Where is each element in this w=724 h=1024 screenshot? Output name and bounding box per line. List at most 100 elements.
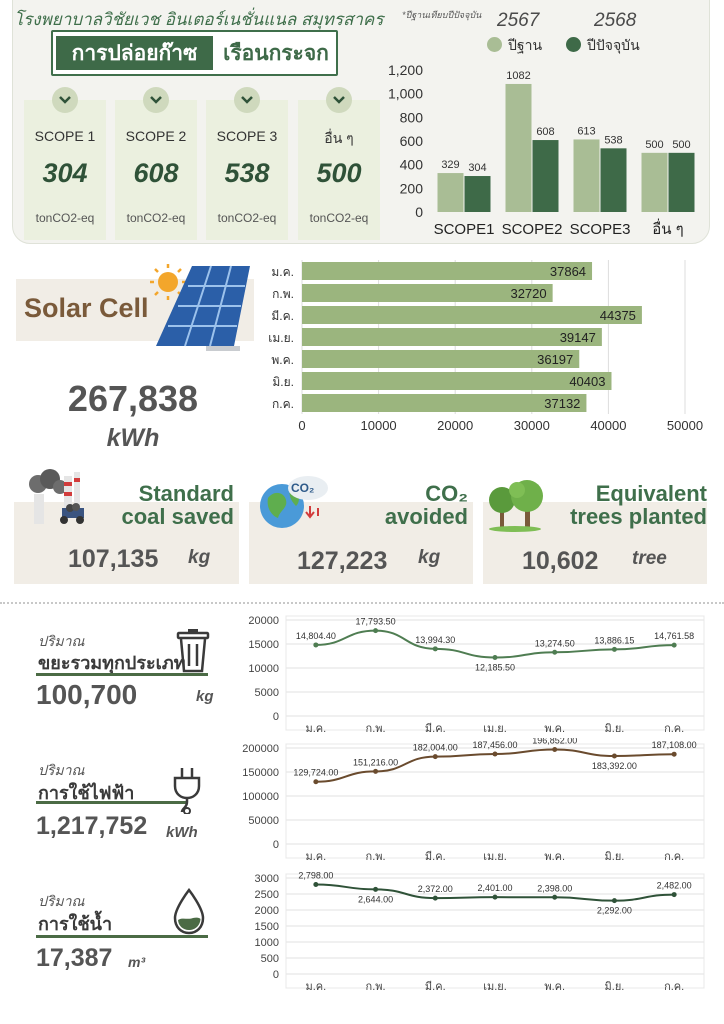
data-point: [611, 646, 617, 652]
scope-value: 304: [42, 158, 88, 188]
bar-value-label: 1082: [506, 70, 530, 82]
y-tick-label: 1500: [255, 921, 279, 933]
waste-value: 100,700: [36, 679, 138, 710]
chevron-down-icon[interactable]: [52, 87, 78, 113]
data-label: 17,793.50: [356, 617, 396, 627]
chevron-down-icon[interactable]: [326, 87, 352, 113]
data-label: 2,401.00: [477, 883, 512, 893]
x-tick-label: SCOPE1: [434, 221, 495, 238]
coal-title-line1: Standard: [138, 481, 234, 506]
legend-base-label: ปีฐาน: [508, 37, 543, 53]
scope-unit: tonCO2-eq: [35, 211, 95, 225]
y-tick-label: 3000: [255, 873, 279, 885]
data-point: [492, 894, 498, 900]
scope-unit: tonCO2-eq: [126, 211, 186, 225]
co2-icon-text: CO₂: [291, 481, 315, 495]
x-tick-label: เม.ย.: [483, 851, 507, 863]
electric-underline: [36, 801, 186, 804]
scope-card-2: SCOPE 2 608 tonCO2-eq: [115, 100, 197, 240]
x-tick-label: SCOPE2: [502, 221, 563, 238]
bar: [302, 394, 587, 412]
water-drop-icon: [173, 888, 205, 935]
y-tick-label: 0: [273, 711, 279, 723]
y-tick-label: 200: [400, 180, 424, 196]
x-tick-label: อื่น ๆ: [652, 218, 684, 238]
x-tick-label: มิ.ย.: [605, 723, 625, 735]
legend-current-swatch: [566, 37, 581, 52]
data-label: 14,804.40: [296, 631, 336, 641]
data-label: 2,644.00: [358, 894, 393, 904]
y-tick-label: 0: [415, 204, 423, 220]
data-label: 183,392.00: [592, 761, 637, 771]
trees-planted-card: [483, 502, 707, 584]
bar: [302, 372, 612, 390]
scope-name: อื่น ๆ: [324, 130, 354, 146]
data-label: 2,292.00: [597, 906, 632, 916]
co2-value: 127,223: [297, 547, 388, 575]
scope-unit: tonCO2-eq: [309, 211, 369, 225]
coal-saved-card: [14, 502, 239, 584]
y-tick-label: ก.ค.: [272, 397, 294, 411]
bar-value-label: 329: [441, 159, 459, 171]
bar: [505, 83, 532, 212]
solar-monthly-bar-chart: 0 10000 20000 30000 40000 50000 37864 ม.ค. 32720…: [268, 260, 703, 433]
hospital-name: โรงพยาบาลวิชัยเวช อินเตอร์เนชั่นแนล สมุท…: [14, 10, 384, 29]
x-tick-label: 40000: [590, 418, 626, 433]
title-right: เรือนกระจก: [223, 41, 329, 65]
y-tick-label: 50000: [248, 815, 279, 827]
scope-unit: tonCO2-eq: [217, 211, 277, 225]
bar: [302, 262, 593, 280]
bar-value-label: 37864: [550, 264, 586, 279]
bar: [668, 152, 695, 212]
electric-value: 1,217,752: [36, 812, 148, 840]
solar-total-unit: kWh: [106, 424, 160, 452]
title-left: การปล่อยก๊าซ: [56, 36, 213, 70]
data-label: 2,798.00: [298, 870, 333, 880]
bar: [464, 176, 491, 212]
data-point: [313, 779, 319, 785]
chevron-down-icon[interactable]: [143, 87, 169, 113]
chevron-down-icon[interactable]: [234, 87, 260, 113]
x-tick-label: มิ.ย.: [605, 851, 625, 863]
plot-frame: [285, 743, 705, 859]
plot-frame: [285, 873, 705, 989]
waste-big-label: ขยะรวมทุกประเภท: [38, 653, 186, 673]
data-point: [611, 753, 617, 759]
data-point: [552, 894, 558, 900]
trash-bin-icon: [176, 629, 210, 673]
y-tick-label: 0: [273, 839, 279, 851]
x-tick-label: มี.ค.: [425, 980, 446, 993]
electric-small-label: ปริมาณ: [38, 762, 85, 778]
data-label: 2,372.00: [418, 884, 453, 894]
trees-icon: [489, 480, 543, 532]
data-point: [432, 646, 438, 652]
bar: [600, 148, 627, 212]
data-label: 14,761.58: [654, 631, 694, 641]
co2-title-line2: avoided: [384, 504, 468, 529]
solar-label: Solar Cell: [24, 293, 149, 323]
data-point: [432, 895, 438, 901]
waste-small-label: ปริมาณ: [38, 633, 85, 649]
bar-value-label: 39147: [560, 330, 596, 345]
waste-underline: [36, 673, 208, 676]
data-point: [373, 768, 379, 774]
data-label: 187,108.00: [652, 740, 697, 750]
x-tick-label: 50000: [667, 418, 703, 433]
x-tick-label: 30000: [514, 418, 550, 433]
x-tick-label: พ.ค.: [544, 981, 565, 993]
bar-value-label: 32720: [510, 286, 546, 301]
y-tick-label: 15000: [248, 639, 279, 651]
trees-value: 10,602: [522, 547, 599, 575]
bar: [641, 152, 668, 212]
data-label: 196,852.00: [532, 738, 577, 746]
data-label: 13,274.50: [535, 638, 575, 648]
y-tick-label: 2000: [255, 905, 279, 917]
y-tick-label: 2500: [255, 889, 279, 901]
plot-frame: [285, 615, 705, 731]
water-line-chart: 0 500 1000 1500 2000 2500 3000 2,798.00 ม.ค. 2,64…: [255, 870, 705, 993]
scope-card-3: SCOPE 3 538 tonCO2-eq: [206, 100, 288, 240]
data-label: 182,004.00: [413, 743, 458, 753]
y-tick-label: 5000: [255, 687, 279, 699]
section-divider: [0, 602, 724, 604]
coal-unit: kg: [188, 547, 211, 568]
